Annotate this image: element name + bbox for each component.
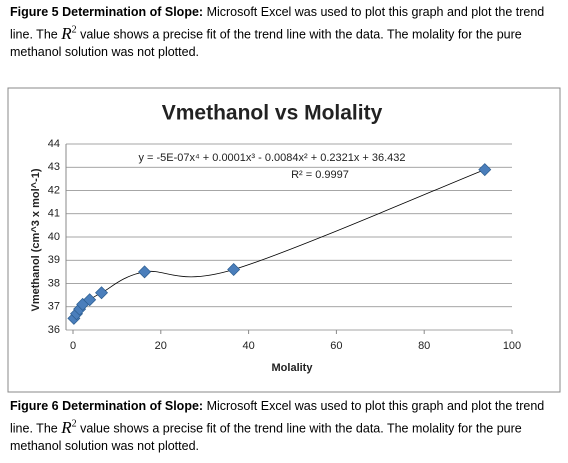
- y-tick-label: 39: [48, 254, 60, 266]
- data-point: [95, 286, 109, 300]
- superscript: 2: [71, 418, 77, 429]
- caption-text: value shows a precise fit of the trend l…: [10, 421, 522, 453]
- y-axis-label: Vmethanol (cm^3 x mol^-1): [30, 168, 42, 311]
- y-tick-label: 44: [48, 138, 60, 150]
- x-tick-label: 80: [418, 340, 430, 352]
- caption: Figure 6 Determination of Slope: Microso…: [10, 398, 562, 455]
- data-point: [478, 163, 492, 177]
- chart-title: Vmethanol vs Molality: [162, 102, 383, 125]
- caption-text: Microsoft Excel was used to plot this gr…: [10, 5, 545, 42]
- symbol-r: R: [61, 417, 72, 437]
- data-point: [227, 263, 241, 277]
- symbol-r: R: [61, 23, 72, 43]
- x-tick-label: 20: [155, 340, 167, 352]
- x-tick-label: 60: [330, 340, 342, 352]
- chart-frame: [7, 87, 561, 393]
- y-tick-label: 38: [48, 277, 60, 289]
- superscript: 2: [71, 24, 77, 35]
- symbol: R2: [61, 24, 76, 43]
- y-tick-label: 42: [48, 184, 60, 196]
- caption: Figure 5 Determination of Slope: Microso…: [10, 4, 562, 61]
- y-tick-label: 43: [48, 161, 60, 173]
- x-tick-label: 0: [70, 340, 76, 352]
- r-squared: R² = 0.9997: [291, 169, 349, 181]
- y-tick-label: 41: [48, 208, 60, 220]
- caption-text: Microsoft Excel was used to plot this gr…: [10, 399, 545, 436]
- y-tick-label: 40: [48, 231, 60, 243]
- x-tick-label: 40: [242, 340, 254, 352]
- data-point: [83, 293, 97, 307]
- caption-label: Figure 6 Determination of Slope:: [10, 399, 204, 413]
- y-tick-label: 36: [48, 324, 60, 336]
- x-tick-label: 100: [503, 340, 521, 352]
- x-axis-label: Molality: [272, 362, 314, 374]
- equation: y = -5E-07x⁴ + 0.0001x³ - 0.0084x² + 0.2…: [138, 152, 405, 164]
- y-tick-label: 37: [48, 301, 60, 313]
- data-point: [138, 265, 152, 279]
- caption-label: Figure 5 Determination of Slope:: [10, 5, 204, 19]
- symbol: R2: [61, 418, 76, 437]
- caption-text: value shows a precise fit of the trend l…: [10, 27, 522, 59]
